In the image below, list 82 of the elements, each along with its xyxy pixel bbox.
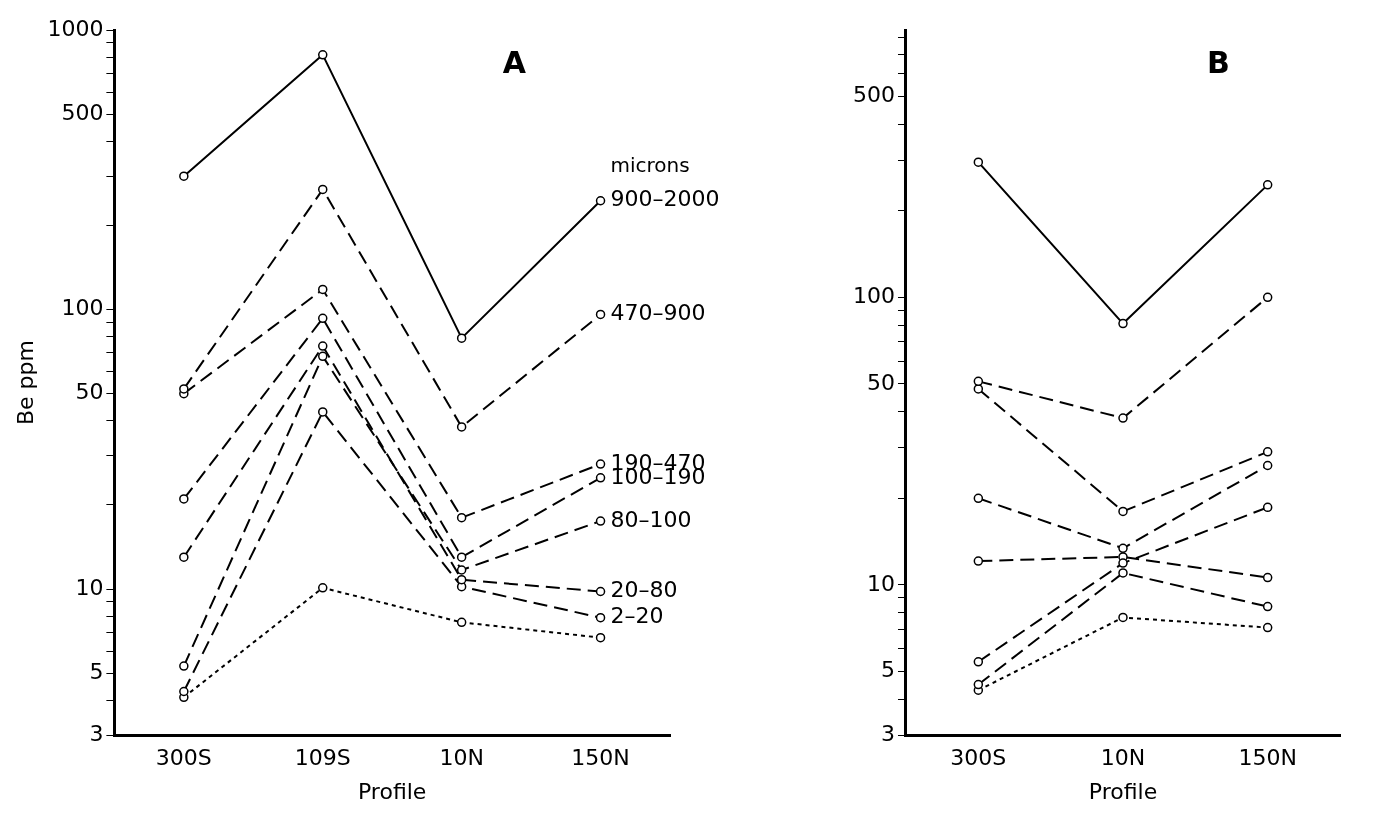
point (1262, 292, 1273, 303)
point (179, 171, 189, 181)
point (1262, 460, 1273, 471)
y-tick-label: 100 (61, 295, 104, 321)
point (179, 552, 189, 562)
point (317, 313, 328, 324)
point (1262, 447, 1273, 457)
point (1262, 502, 1273, 513)
series-label: 2–20 (610, 603, 664, 629)
point (595, 632, 606, 643)
y-tick-label: 500 (852, 81, 895, 107)
point (456, 565, 467, 575)
point (973, 556, 984, 566)
x-axis-title: Profile (1088, 778, 1158, 804)
point (456, 422, 467, 432)
point (317, 583, 328, 593)
point (595, 309, 606, 320)
point (179, 686, 189, 697)
y-tick-label: 5 (89, 658, 104, 684)
y-tick-label: 10 (75, 574, 104, 600)
point (1262, 622, 1273, 633)
y-tick-label: 10 (866, 570, 895, 596)
point (179, 494, 189, 504)
text: A (502, 44, 527, 80)
text: B (1207, 44, 1230, 80)
point (456, 333, 467, 343)
y-tick-label: 5 (880, 657, 895, 683)
point (595, 195, 606, 206)
point (1118, 568, 1128, 578)
y-tick-label: 50 (75, 379, 104, 405)
series-label: 20–80 (610, 577, 678, 603)
y-tick-label: 3 (89, 720, 104, 746)
legend-title: microns (610, 152, 690, 177)
x-tick-label: 300S (155, 745, 212, 771)
point (973, 493, 984, 504)
y-tick-label: 100 (852, 282, 895, 308)
point (595, 612, 606, 623)
point (1118, 612, 1128, 623)
point (973, 384, 984, 394)
point (973, 157, 984, 167)
point (317, 184, 328, 195)
point (595, 473, 606, 483)
x-tick-label: 10N (439, 745, 484, 771)
point (1118, 543, 1128, 554)
point (973, 679, 984, 690)
x-tick-label: 300S (950, 745, 1007, 771)
y-axis-title: Be ppm (12, 340, 38, 426)
point (1118, 506, 1128, 517)
point (595, 516, 606, 526)
y-tick-label: 3 (880, 720, 895, 746)
x-tick-label: 10N (1100, 745, 1146, 771)
point (179, 661, 189, 671)
point (317, 284, 328, 295)
point (317, 341, 328, 351)
point (317, 351, 328, 362)
x-tick-label: 150N (1238, 745, 1297, 771)
point (456, 512, 467, 523)
point (456, 574, 467, 585)
x-tick-label: 109S (294, 745, 351, 771)
point (1118, 413, 1128, 423)
point (317, 50, 328, 60)
point (1118, 318, 1128, 329)
point (179, 384, 189, 394)
point (456, 552, 467, 562)
point (973, 376, 984, 387)
y-tick-label: 500 (61, 99, 104, 125)
point (595, 459, 606, 469)
point (1262, 180, 1273, 190)
x-axis-title: Profile (357, 778, 427, 804)
x-tick-label: 150N (571, 745, 630, 771)
series-label: 900–2000 (610, 186, 720, 212)
series-label: 80–100 (610, 506, 692, 532)
point (456, 617, 467, 628)
y-tick-label: 50 (866, 369, 895, 395)
y-tick-label: 1000 (47, 15, 104, 41)
point (1118, 558, 1128, 568)
point (595, 586, 606, 597)
point (1262, 572, 1273, 583)
series-label: 470–900 (610, 300, 706, 326)
point (1262, 601, 1273, 612)
point (317, 407, 328, 417)
point (973, 657, 984, 667)
